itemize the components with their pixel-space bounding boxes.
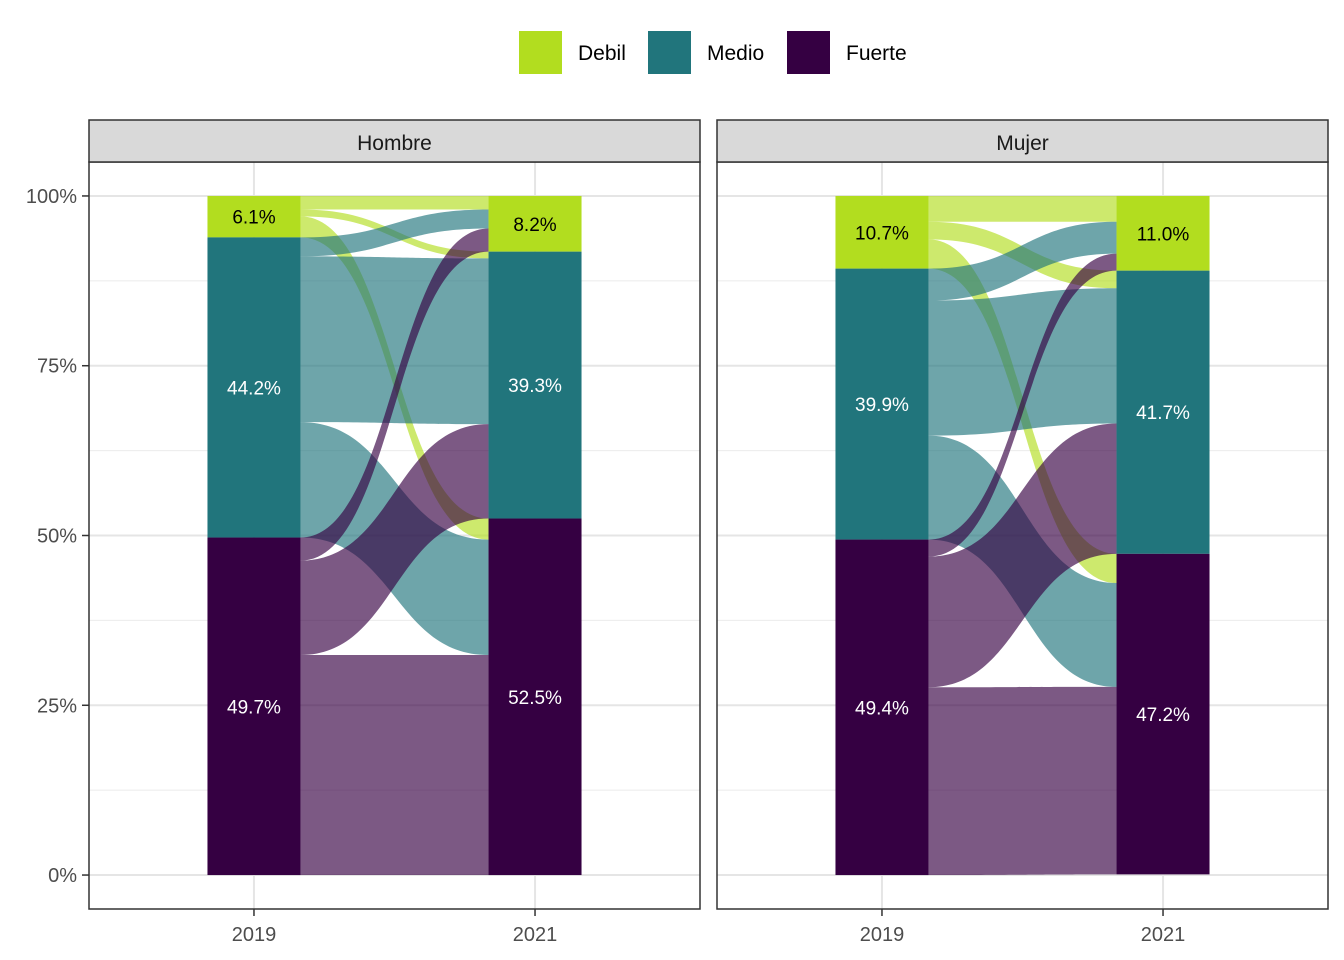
facet-panels: 6.1% 44.2% 49.7% 8.2% 39.3% 52.5% Hombre 2019 20… [88,119,1329,946]
legend-label-debil: Debil [578,42,626,65]
bar-label-2019-fuerte: 49.7% [227,697,281,718]
flow-fuerte-to-medio [928,423,1117,688]
bar-2019-medio [835,268,929,540]
facet-strip [88,119,701,163]
legend-item-fuerte: Fuerte [787,31,907,74]
facet-label-hombre: Hombre [357,132,432,155]
bar-2019-medio [207,237,301,538]
bar-2021-fuerte [488,518,582,876]
legend: Debil Medio Fuerte [519,31,907,74]
bar-label-2021-fuerte: 52.5% [508,688,562,709]
bar-2019-fuerte [835,539,929,876]
bar-label-2021-medio: 41.7% [1136,403,1190,424]
y-tick-label: 100% [26,186,77,208]
x-tick-label: 2019 [232,924,277,946]
y-tick-label: 25% [37,695,77,717]
legend-item-medio: Medio [648,31,764,74]
y-tick-label: 0% [48,865,77,887]
x-tick-label: 2021 [1141,924,1186,946]
y-tick-label: 50% [37,526,77,548]
bar-label-2019-debil: 6.1% [232,208,275,229]
flow-medio-to-debil [928,221,1117,301]
bar-2021-medio [1116,270,1210,554]
flow-fuerte-to-medio [300,424,489,656]
legend-swatch-fuerte [787,31,830,74]
flow-debil-to-debil [928,195,1117,222]
bar-2021-medio [488,251,582,519]
flow-fuerte-to-debil [928,253,1117,557]
legend-label-medio: Medio [707,42,764,65]
bar-label-2019-fuerte: 49.4% [855,698,909,719]
legend-swatch-debil [519,31,562,74]
bar-label-2021-medio: 39.3% [508,376,562,397]
flow-medio-to-medio [300,256,489,425]
legend-swatch-medio [648,31,691,74]
facet-label-mujer: Mujer [996,132,1049,155]
bar-label-2019-debil: 10.7% [855,223,909,244]
bar-2019-fuerte [207,537,301,876]
flow-debil-to-debil [300,195,489,210]
legend-label-fuerte: Fuerte [846,42,907,65]
bar-label-2021-fuerte: 47.2% [1136,705,1190,726]
bar-label-2019-medio: 39.9% [855,395,909,416]
flow-fuerte-to-fuerte [300,655,489,876]
flow-fuerte-to-fuerte [928,686,1117,876]
bar-2021-fuerte [1116,553,1210,875]
y-axis: 0% 25% 50% 75% 100% [26,186,89,887]
bar-label-2021-debil: 11.0% [1137,224,1190,245]
flow-medio-to-medio [928,288,1117,436]
flow-medio-to-debil [300,209,489,257]
flows [928,195,1117,876]
bar-2019-debil [207,195,301,238]
bar-2019-debil [835,195,929,269]
bar-2021-debil [488,195,582,252]
facet-strip [716,119,1329,163]
legend-item-debil: Debil [519,31,626,74]
y-tick-label: 75% [37,356,77,378]
panel-mujer: 10.7% 39.9% 49.4% 11.0% 41.7% 47.2% Mujer 2019 2… [716,119,1329,946]
panel-hombre: 6.1% 44.2% 49.7% 8.2% 39.3% 52.5% Hombre 2019 20… [88,119,701,946]
bar-2021-debil [1116,195,1210,271]
bar-label-2021-debil: 8.2% [513,215,556,236]
bar-label-2019-medio: 44.2% [227,378,281,399]
flows [300,195,489,876]
x-tick-label: 2021 [513,924,558,946]
flow-fuerte-to-debil [300,228,489,561]
x-tick-label: 2019 [860,924,905,946]
